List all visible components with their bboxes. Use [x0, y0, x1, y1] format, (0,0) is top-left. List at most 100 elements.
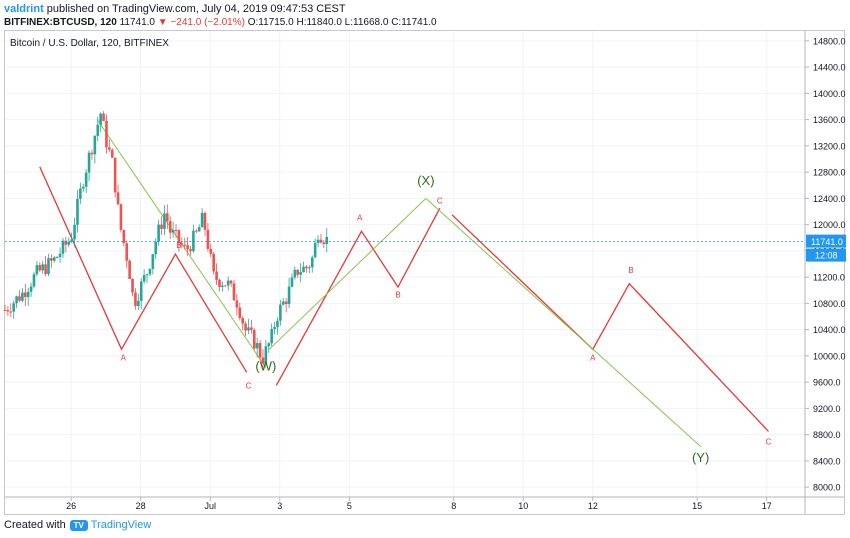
wave-degree-label: (Y) [692, 450, 709, 465]
candle-body [139, 281, 143, 301]
price-tag-label: 11741.0 [811, 237, 843, 247]
candle-body [189, 249, 192, 252]
x-tick-label: 3 [277, 501, 282, 511]
wave-label: A [357, 214, 363, 223]
candle-body [180, 243, 184, 245]
publish-info: valdrint published on TradingView.com, J… [4, 3, 346, 15]
tradingview-link[interactable]: TV TradingView [69, 519, 151, 531]
candle-body [9, 311, 13, 313]
x-tick-label: 10 [518, 501, 528, 511]
y-tick-label: 14000.0 [813, 89, 846, 99]
candle-body [157, 224, 160, 242]
candle-body [67, 241, 71, 245]
candle-body [276, 320, 279, 327]
wave-label: A [590, 353, 596, 362]
wave-lines [39, 119, 769, 447]
candle-body [235, 300, 239, 308]
high-label: H: [296, 17, 307, 28]
wave-labels: ABC(W)AB(X)CAB(Y)C [121, 173, 772, 465]
candle-body [261, 357, 265, 364]
candle-body [35, 265, 39, 275]
candle-body [174, 229, 178, 231]
candle-body [116, 192, 120, 205]
candle-body [258, 343, 262, 358]
candle-body [215, 271, 218, 280]
y-tick-label: 12800.0 [813, 168, 846, 178]
candle-body [313, 243, 317, 258]
candle-body [186, 245, 189, 250]
candle-body [223, 285, 227, 287]
candle-body [32, 274, 36, 287]
candle-body [76, 198, 79, 225]
candle-body [302, 266, 305, 273]
candle-body [134, 292, 137, 306]
wave-label: C [246, 382, 252, 391]
y-tick-label: 9200.0 [813, 404, 841, 414]
candle-body [23, 292, 27, 298]
candle-body [18, 296, 21, 301]
candle-body [113, 157, 117, 193]
candle-body [238, 307, 242, 318]
candle-body [183, 244, 187, 246]
candle-body [281, 301, 285, 305]
candle-body [279, 304, 282, 321]
x-tick-label: 28 [136, 501, 146, 511]
candle-body [52, 257, 56, 261]
candle-body [84, 172, 88, 187]
countdown-box [806, 248, 846, 262]
candle-body [131, 278, 134, 293]
candle-body [250, 327, 253, 331]
symbol-label: BITFINEX:BTCUSD, 120 [4, 17, 117, 28]
author-link[interactable]: valdrint [4, 3, 44, 15]
candle-body [229, 280, 233, 284]
wave-label: B [395, 290, 400, 299]
candle-body [168, 220, 172, 233]
x-tick-label: 12 [588, 501, 598, 511]
wave-label: A [121, 353, 127, 362]
y-tick-label: 11200.0 [813, 273, 845, 283]
chart-frame[interactable] [4, 30, 845, 515]
candle-body [125, 243, 129, 261]
publish-text: published on TradingView.com, July 04, 2… [46, 3, 346, 15]
candle-body [319, 239, 323, 243]
y-tick-label: 10400.0 [813, 325, 846, 335]
chart-grid [5, 31, 805, 497]
candle-body [6, 310, 10, 312]
candle-body [209, 248, 213, 254]
candle-body [26, 291, 30, 298]
candle-body [200, 212, 204, 228]
candles [3, 111, 329, 370]
candle-body [241, 317, 244, 324]
candle-body [244, 323, 247, 331]
candle-body [93, 135, 97, 155]
price-change: ▼ −241.0 (−2.01%) [157, 17, 245, 28]
y-tick-label: 8800.0 [813, 430, 841, 440]
candle-body [218, 279, 221, 287]
candle-body [160, 224, 163, 229]
time-axis: 26 28 Jul 3 5 8 10 12 15 17 [5, 496, 844, 511]
candle-body [252, 330, 256, 349]
candle-body [64, 240, 68, 245]
trend-wave-line [425, 198, 702, 447]
y-tick-label: 9600.0 [813, 378, 841, 388]
candle-body [73, 224, 76, 240]
candle-body [110, 149, 114, 158]
y-tick-label: 10000.0 [813, 351, 846, 361]
x-tick-label: 8 [451, 501, 456, 511]
candle-body [21, 292, 24, 301]
elliott-wave-line [275, 207, 441, 386]
candle-body [299, 272, 302, 275]
candle-body [212, 253, 215, 272]
candle-body [226, 280, 230, 286]
candle-body [96, 124, 100, 136]
trend-wave-line [268, 198, 427, 350]
candle-body [287, 286, 291, 305]
low-label: L: [344, 17, 354, 28]
x-tick-label: Jul [204, 501, 216, 511]
candle-body [148, 268, 152, 275]
candle-body [47, 258, 50, 275]
candle-body [44, 264, 47, 275]
y-tick-label: 12000.0 [813, 220, 846, 230]
candle-body [293, 269, 297, 278]
